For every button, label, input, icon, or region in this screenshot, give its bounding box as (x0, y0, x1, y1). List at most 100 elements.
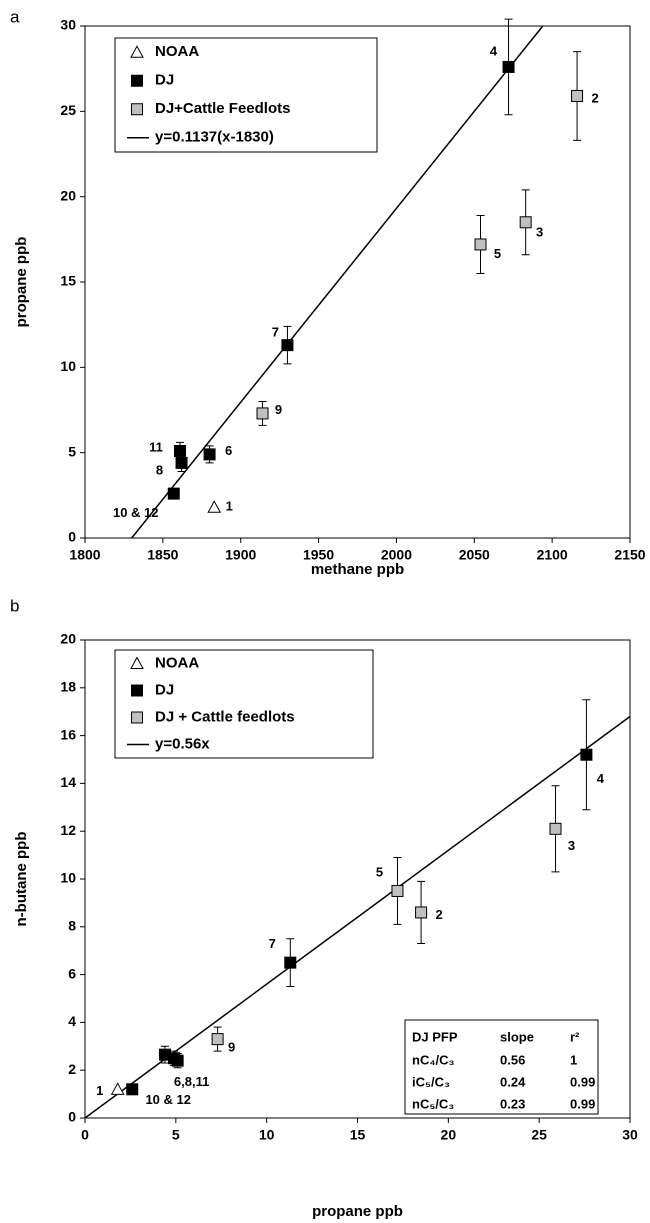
y-tick-label: 30 (60, 17, 76, 33)
y-tick-label: 20 (60, 631, 76, 647)
point-label: 8 (156, 462, 163, 477)
x-tick-label: 15 (350, 1127, 366, 1143)
fit-line (131, 25, 544, 539)
x-tick-label: 20 (441, 1127, 457, 1143)
point-label: 7 (269, 936, 276, 951)
y-tick-label: 15 (60, 273, 76, 289)
legend-label: y=0.1137(x-1830) (155, 129, 274, 146)
y-tick-label: 0 (68, 529, 76, 545)
y-tick-label: 10 (60, 870, 76, 886)
data-point (519, 216, 532, 229)
data-point (207, 500, 222, 513)
y-tick-label: 20 (60, 187, 76, 203)
legend-marker (131, 103, 143, 116)
data-point (284, 956, 297, 969)
y-tick-label: 6 (68, 965, 76, 981)
y-tick-label: 12 (60, 822, 76, 838)
legend-label: y=0.56x (155, 735, 210, 752)
legend-box (114, 37, 378, 153)
point-label: 9 (275, 402, 282, 417)
data-point (549, 822, 562, 835)
panel-label: b (10, 596, 19, 615)
y-tick-label: 18 (60, 679, 76, 695)
point-label: 10 & 12 (113, 505, 159, 520)
x-tick-label: 1800 (69, 547, 100, 563)
table-cell: iC₅/C₃ (412, 1074, 450, 1089)
x-tick-label: 2100 (537, 547, 568, 563)
y-tick-label: 14 (60, 774, 76, 790)
legend-marker (131, 74, 143, 87)
table-cell: 0.24 (500, 1074, 526, 1089)
data-point (171, 1054, 184, 1067)
y-axis-title: propane ppb (13, 237, 30, 328)
point-label: 5 (494, 246, 501, 261)
data-point (167, 487, 180, 500)
data-point (211, 1033, 224, 1046)
x-tick-label: 1950 (303, 547, 334, 563)
data-point (281, 339, 294, 352)
y-tick-label: 5 (68, 443, 76, 459)
table-box (404, 1019, 599, 1115)
data-point (110, 1082, 125, 1095)
legend-label: DJ (155, 72, 174, 89)
legend-marker (131, 711, 143, 724)
legend-label: DJ+Cattle Feedlots (155, 100, 290, 117)
point-label: 3 (536, 225, 543, 240)
table-cell: 0.23 (500, 1096, 525, 1111)
table-cell: 0.99 (570, 1074, 595, 1089)
x-tick-label: 1850 (147, 547, 178, 563)
point-label: 4 (490, 43, 498, 58)
point-label: 4 (597, 771, 605, 786)
table-header: DJ PFP (412, 1029, 458, 1044)
y-tick-label: 0 (68, 1109, 76, 1125)
panel-label: a (10, 7, 20, 26)
legend-label: NOAA (155, 43, 199, 60)
table-cell: nC₄/C₃ (412, 1052, 455, 1067)
x-axis-title: methane ppb (311, 561, 404, 578)
legend-label: DJ + Cattle feedlots (155, 708, 295, 725)
legend-marker (130, 45, 144, 58)
table-cell: 0.56 (500, 1052, 525, 1067)
point-label: 11 (149, 439, 163, 454)
y-tick-label: 2 (68, 1061, 76, 1077)
point-label: 9 (228, 1040, 235, 1055)
point-label: 1 (226, 499, 233, 514)
x-tick-label: 2050 (459, 547, 490, 563)
point-label: 2 (591, 90, 598, 105)
x-tick-label: 5 (172, 1127, 180, 1143)
data-point (580, 748, 593, 761)
table-header: r² (570, 1029, 580, 1044)
x-tick-label: 0 (81, 1127, 89, 1143)
point-label: 1 (96, 1083, 103, 1098)
x-tick-label: 25 (531, 1127, 547, 1143)
x-axis-title: propane ppb (312, 1203, 403, 1220)
legend-marker (131, 684, 143, 697)
y-tick-label: 25 (60, 102, 76, 118)
legend-box (114, 649, 374, 759)
table-header: slope (500, 1029, 534, 1044)
data-point (256, 407, 269, 420)
point-label: 7 (272, 325, 279, 340)
data-point (173, 444, 186, 457)
data-point (126, 1083, 139, 1096)
x-tick-label: 2150 (614, 547, 645, 563)
data-point (502, 60, 515, 73)
data-point (203, 448, 216, 461)
y-axis-title: n-butane ppb (13, 832, 30, 927)
y-tick-label: 16 (60, 726, 76, 742)
table-cell: nC₅/C₃ (412, 1096, 454, 1111)
point-label: 2 (435, 907, 442, 922)
point-label: 10 & 12 (145, 1092, 191, 1107)
data-point (571, 89, 584, 102)
legend-marker (130, 656, 144, 669)
x-tick-label: 30 (622, 1127, 638, 1143)
point-label: 5 (376, 864, 383, 879)
x-tick-label: 10 (259, 1127, 275, 1143)
point-label: 3 (568, 838, 575, 853)
y-tick-label: 10 (60, 358, 76, 374)
legend-label: DJ (155, 681, 174, 698)
data-point (391, 884, 404, 897)
point-label: 6,8,11 (174, 1074, 209, 1089)
legend-label: NOAA (155, 654, 199, 671)
